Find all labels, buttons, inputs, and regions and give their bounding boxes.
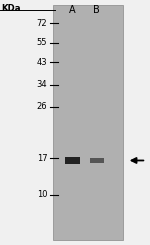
Bar [64,157,80,164]
Text: 43: 43 [37,58,47,67]
Text: 72: 72 [37,19,47,28]
Text: A: A [69,5,75,15]
Text: 26: 26 [37,102,47,111]
Text: KDa: KDa [2,4,21,13]
Bar [90,158,104,163]
Bar [53,5,123,240]
Text: 17: 17 [37,154,47,162]
Text: B: B [93,5,100,15]
Text: 10: 10 [37,190,47,199]
Text: 34: 34 [37,80,47,89]
Text: 55: 55 [37,38,47,47]
